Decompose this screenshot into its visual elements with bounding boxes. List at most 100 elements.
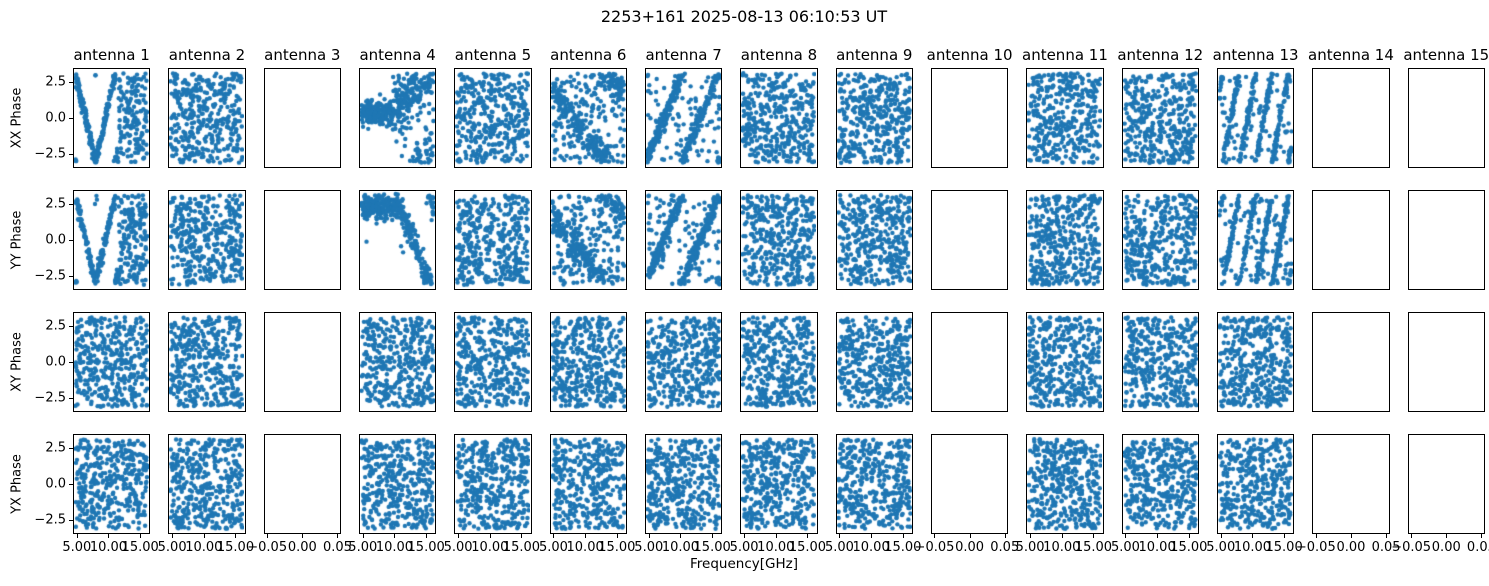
- subplot-xx-phase-antenna-9: [835, 68, 913, 168]
- scatter-canvas: [1217, 313, 1293, 411]
- subplot-xx-phase-antenna-1: [73, 68, 151, 168]
- subplot-xy-phase-antenna-5: [454, 312, 532, 412]
- scatter-canvas: [1217, 69, 1293, 167]
- x-tick-mark: [1125, 534, 1127, 538]
- y-tick-mark: [69, 81, 73, 83]
- x-tick-mark: [680, 534, 682, 538]
- subplot-title-antenna-8: antenna 8: [740, 46, 818, 64]
- subplot-title-antenna-4: antenna 4: [359, 46, 436, 64]
- subplot-title-antenna-7: antenna 7: [645, 46, 722, 64]
- subplot-title-antenna-10: antenna 10: [926, 46, 1013, 64]
- subplot-yy-phase-antenna-6: [549, 190, 627, 290]
- scatter-canvas: [1217, 191, 1293, 289]
- scatter-canvas: [169, 191, 245, 289]
- x-tick-label: 0.00: [287, 540, 317, 555]
- scatter-canvas: [741, 313, 817, 411]
- y-tick-mark: [69, 484, 73, 485]
- subplot-yy-phase-antenna-12: [1121, 190, 1199, 290]
- scatter-canvas: [741, 69, 817, 167]
- x-tick-label: 10.00: [185, 540, 223, 555]
- subplot-xx-phase-antenna-8: [740, 68, 818, 168]
- x-tick-mark: [1411, 534, 1413, 538]
- y-tick-mark: [69, 118, 73, 119]
- x-tick-label: 15.00: [788, 540, 827, 555]
- x-tick-label: 15.00: [693, 540, 731, 555]
- subplot-xy-phase-antenna-8: [740, 312, 818, 412]
- subplot-yx-phase-antenna-1: [73, 434, 151, 534]
- subplot-xy-phase-antenna-4: [358, 312, 437, 412]
- x-tick-mark: [902, 534, 904, 538]
- x-tick-mark: [1446, 534, 1448, 538]
- x-tick-mark: [1093, 534, 1095, 538]
- subplot-xy-phase-antenna-12: [1121, 312, 1199, 412]
- scatter-canvas: [455, 313, 531, 411]
- subplot-xx-phase-antenna-5: [454, 68, 532, 168]
- x-tick-label: 15.00: [1074, 540, 1113, 555]
- subplot-yy-phase-antenna-8: [740, 190, 818, 290]
- subplot-yy-phase-antenna-9: [835, 190, 913, 290]
- y-tick-mark: [69, 276, 73, 278]
- x-tick-mark: [744, 534, 746, 538]
- scatter-canvas: [1122, 191, 1198, 289]
- subplot-yy-phase-antenna-2: [168, 190, 246, 290]
- subplot-yx-phase-antenna-3: [263, 434, 341, 534]
- subplot-title-antenna-12: antenna 12: [1117, 46, 1204, 64]
- subplot-title-antenna-6: antenna 6: [550, 46, 627, 64]
- y-tick-mark: [69, 362, 73, 363]
- x-tick-mark: [426, 534, 428, 538]
- subplot-yx-phase-antenna-14: [1312, 434, 1390, 534]
- x-tick-label: 10.00: [1138, 540, 1176, 555]
- subplot-xy-phase-antenna-15: [1407, 312, 1485, 412]
- scatter-canvas: [169, 313, 245, 411]
- x-axis-label: Frequency[GHz]: [690, 556, 798, 572]
- row-label-yy-phase: YY Phase: [9, 210, 25, 270]
- x-tick-mark: [302, 534, 304, 538]
- x-tick-label: 5.00: [729, 540, 759, 555]
- x-tick-label: 15.00: [407, 540, 445, 555]
- x-tick-label: 5.00: [62, 540, 92, 555]
- x-tick-label: 5.00: [157, 540, 187, 555]
- subplot-yx-phase-antenna-4: [358, 434, 437, 534]
- scatter-canvas: [455, 69, 531, 167]
- x-tick-mark: [807, 534, 809, 538]
- subplot-xx-phase-antenna-11: [1026, 68, 1104, 168]
- scatter-canvas: [550, 69, 626, 167]
- scatter-canvas: [169, 69, 245, 167]
- scatter-canvas: [836, 191, 912, 289]
- x-tick-label: 15.00: [1265, 540, 1303, 555]
- x-tick-mark: [235, 534, 237, 538]
- x-tick-label: 10.00: [375, 540, 414, 555]
- subplot-yy-phase-antenna-4: [358, 190, 437, 290]
- y-tick-mark: [69, 447, 73, 449]
- x-tick-mark: [1061, 534, 1063, 538]
- x-tick-mark: [712, 534, 714, 538]
- subplot-yx-phase-antenna-8: [740, 434, 818, 534]
- x-tick-label: 10.00: [89, 540, 128, 555]
- x-tick-label: 10.00: [757, 540, 795, 555]
- x-tick-label: 0.00: [955, 540, 985, 555]
- x-tick-mark: [616, 534, 618, 538]
- x-tick-mark: [585, 534, 587, 538]
- x-tick-label: 15.00: [502, 540, 541, 555]
- x-tick-mark: [458, 534, 460, 538]
- subplot-yy-phase-antenna-7: [644, 190, 723, 290]
- subplot-title-antenna-1: antenna 1: [73, 46, 150, 64]
- x-tick-mark: [1188, 534, 1190, 538]
- scatter-canvas: [836, 69, 912, 167]
- x-tick-mark: [267, 534, 269, 538]
- subplot-xy-phase-antenna-10: [930, 312, 1009, 412]
- subplot-xx-phase-antenna-12: [1121, 68, 1199, 168]
- subplot-yy-phase-antenna-5: [454, 190, 532, 290]
- x-tick-label: 10.00: [471, 540, 509, 555]
- x-tick-mark: [553, 534, 555, 538]
- subplot-yx-phase-antenna-15: [1407, 434, 1485, 534]
- x-tick-mark: [140, 534, 142, 538]
- y-tick-mark: [69, 154, 73, 156]
- x-tick-label: 5.00: [538, 540, 568, 555]
- y-tick-label: −2.5: [34, 512, 66, 528]
- y-tick-label: 0.0: [45, 476, 66, 492]
- subplot-xy-phase-antenna-9: [835, 312, 913, 412]
- x-tick-mark: [775, 534, 777, 538]
- subplot-xy-phase-antenna-6: [549, 312, 627, 412]
- x-tick-mark: [1157, 534, 1159, 538]
